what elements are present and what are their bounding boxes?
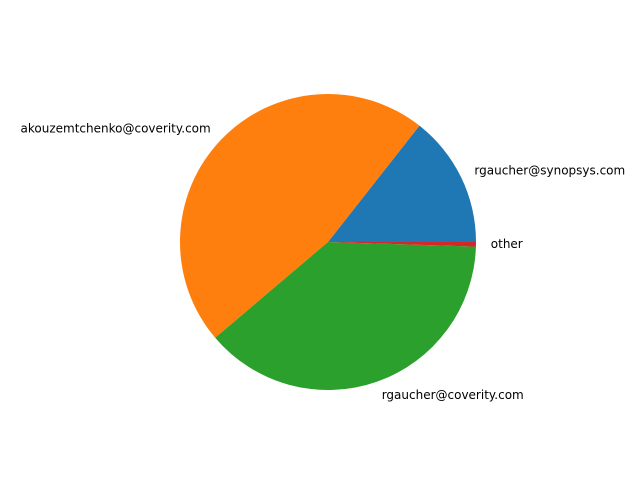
- pie-slice-other: [328, 242, 476, 247]
- pie-slice-rgaucher-synopsys-com: [328, 125, 476, 242]
- slice-label-rgaucher-synopsys-com: rgaucher@synopsys.com: [474, 163, 625, 177]
- slice-label-rgaucher-coverity-com: rgaucher@coverity.com: [382, 388, 524, 402]
- slice-label-other: other: [491, 237, 523, 251]
- pie-slice-rgaucher-coverity-com: [215, 242, 476, 390]
- pie-slice-akouzemtchenko-coverity-com: [180, 94, 420, 338]
- slice-label-akouzemtchenko-coverity-com: akouzemtchenko@coverity.com: [21, 122, 211, 136]
- pie-labels: rgaucher@synopsys.com akouzemtchenko@cove…: [21, 122, 626, 403]
- pie-slices: [180, 94, 476, 390]
